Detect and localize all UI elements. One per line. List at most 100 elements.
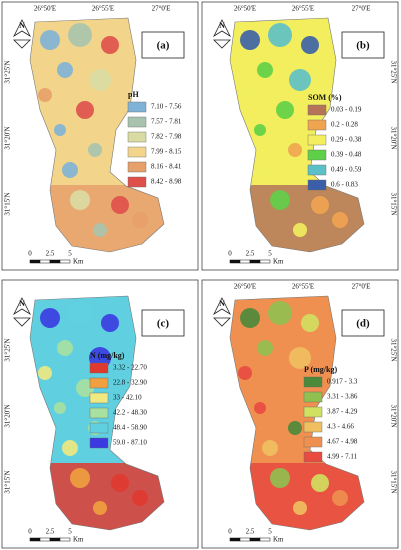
map-zone [70, 190, 90, 210]
map-zone [54, 124, 66, 136]
legend-swatch [307, 119, 327, 131]
map-zone [57, 62, 73, 78]
legend-swatch [303, 391, 323, 403]
legend-swatch [89, 362, 109, 374]
label-box [141, 31, 185, 59]
map-zone [68, 23, 92, 47]
legend-label: 0.03 - 0.19 [331, 106, 362, 114]
lat-label: 31°25'N [389, 60, 397, 83]
map-zone [111, 474, 129, 492]
scale-unit: Km [273, 536, 284, 544]
lat-label: 31°25'N [389, 338, 397, 361]
map-zone [276, 101, 294, 119]
map-zone [89, 69, 111, 91]
scale-label: 5 [268, 528, 272, 536]
legend-label: 7.99 - 8.15 [151, 148, 182, 156]
map-zone [293, 223, 307, 237]
legend-swatch [89, 377, 109, 389]
lon-label: 26°50'E [34, 5, 56, 13]
scale-bar [49, 537, 61, 542]
legend-swatch [127, 161, 147, 173]
lat-label: 31°25'N [4, 338, 12, 361]
label-box [341, 31, 385, 59]
map-outline [229, 295, 365, 531]
legend-swatch [307, 149, 327, 161]
lon-label: 26°55'E [292, 283, 314, 291]
north-label: N [219, 21, 225, 30]
map-zone [62, 440, 78, 456]
legend-swatch [89, 422, 109, 434]
map-zone [332, 212, 348, 228]
scale-label: 5 [268, 250, 272, 258]
legend-label: 0.2 - 0.28 [331, 121, 358, 129]
scale-bar [249, 259, 261, 264]
lon-label: 27°0'E [352, 283, 371, 291]
scale-label: 0 [28, 250, 32, 258]
map-zone [240, 30, 260, 50]
panel-label: (d) [356, 318, 370, 330]
map-zone [93, 501, 107, 515]
panel-label: (c) [157, 318, 170, 330]
legend-title: pH [128, 90, 139, 99]
scale-label: 0 [28, 528, 32, 536]
scale-label: 5 [68, 250, 72, 258]
map-zone [240, 308, 260, 328]
legend-label: 4.67 - 4.98 [327, 438, 358, 446]
map-zone [293, 501, 307, 515]
legend-swatch [307, 134, 327, 146]
legend-swatch [307, 164, 327, 176]
scale-bar [249, 537, 261, 542]
scale-label: 0 [228, 528, 232, 536]
legend-label: 3.31 - 3.86 [327, 393, 358, 401]
legend-label: 4.3 - 4.66 [327, 423, 354, 431]
north-arrow [13, 297, 31, 327]
map-outline [229, 17, 365, 253]
map-zone [288, 143, 302, 157]
legend-title: P (mg/kg) [304, 365, 337, 374]
north-arrow [213, 297, 231, 327]
scale-label: 2.5 [46, 250, 55, 258]
panel-label: (b) [356, 40, 370, 52]
map-zone [88, 143, 102, 157]
map-zone [276, 379, 294, 397]
legend-swatch [303, 436, 323, 448]
legend-label: 7.10 - 7.56 [151, 103, 182, 111]
map-zone [311, 196, 329, 214]
legend-swatch [307, 179, 327, 191]
map-zone [268, 23, 292, 47]
map-zone [54, 402, 66, 414]
map-zone [238, 366, 252, 380]
legend-swatch [127, 131, 147, 143]
legend-swatch [303, 421, 323, 433]
map-zone [101, 314, 119, 332]
legend-label: 42.2 - 48.30 [113, 409, 147, 417]
map-zone [270, 190, 290, 210]
map-zone [132, 490, 148, 506]
north-label: N [219, 299, 225, 308]
legend-label: 0.29 - 0.38 [331, 136, 362, 144]
legend-label: 7.57 - 7.81 [151, 118, 182, 126]
map-zone [301, 314, 319, 332]
lon-label: 26°55'E [92, 5, 114, 13]
map-zone [93, 223, 107, 237]
lat-label: 31°20'N [389, 126, 397, 149]
scale-bar [59, 537, 71, 542]
map-zone [38, 366, 52, 380]
map-zone [301, 36, 319, 54]
scale-bar [49, 259, 61, 264]
legend-label: 4.99 - 7.11 [327, 453, 358, 461]
panel: (b) SOM (%) 0.03 - 0.19 0.2 - 0.28 0.29 - 0.… [201, 1, 399, 271]
legend-label: 8.16 - 8.41 [151, 163, 182, 171]
legend-label: 0.39 - 0.48 [331, 151, 362, 159]
legend-label: 3.32 - 22.70 [113, 364, 147, 372]
lat-label: 31°20'N [389, 404, 397, 427]
map-outline [29, 17, 165, 253]
map-zone [70, 468, 90, 488]
legend-swatch [89, 392, 109, 404]
legend-label: 33 - 42.10 [113, 394, 142, 402]
scale-bar [39, 537, 51, 542]
lon-label: 26°50'E [234, 283, 256, 291]
panel: (d) P (mg/kg) 0.917 - 3.3 3.31 - 3.86 3.87 -… [201, 279, 399, 549]
legend-label: 0.917 - 3.3 [327, 378, 358, 386]
